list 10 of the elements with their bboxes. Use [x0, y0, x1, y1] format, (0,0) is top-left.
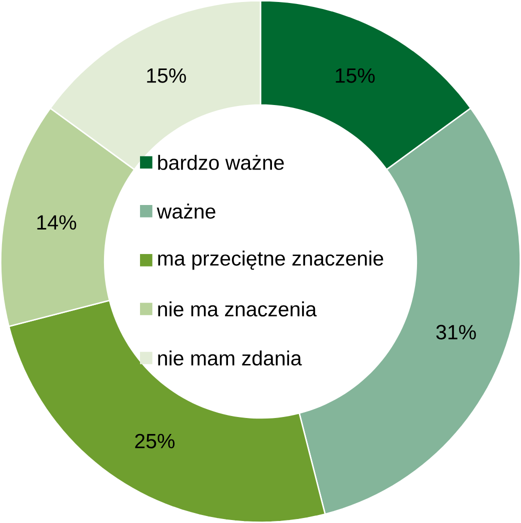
data-label: 14%	[37, 215, 76, 230]
legend-label: nie mam zdania	[158, 350, 302, 366]
data-label: 25%	[135, 434, 175, 448]
legend-label: ważne	[156, 204, 216, 219]
legend-label: bardzo ważne	[158, 154, 284, 170]
legend-label: nie ma znaczenia	[158, 301, 317, 317]
data-label: 31%	[436, 324, 476, 340]
legend-label: ma przeciętne znaczenie	[158, 250, 384, 270]
data-label: 15%	[147, 68, 186, 83]
data-label: 15%	[336, 68, 375, 83]
